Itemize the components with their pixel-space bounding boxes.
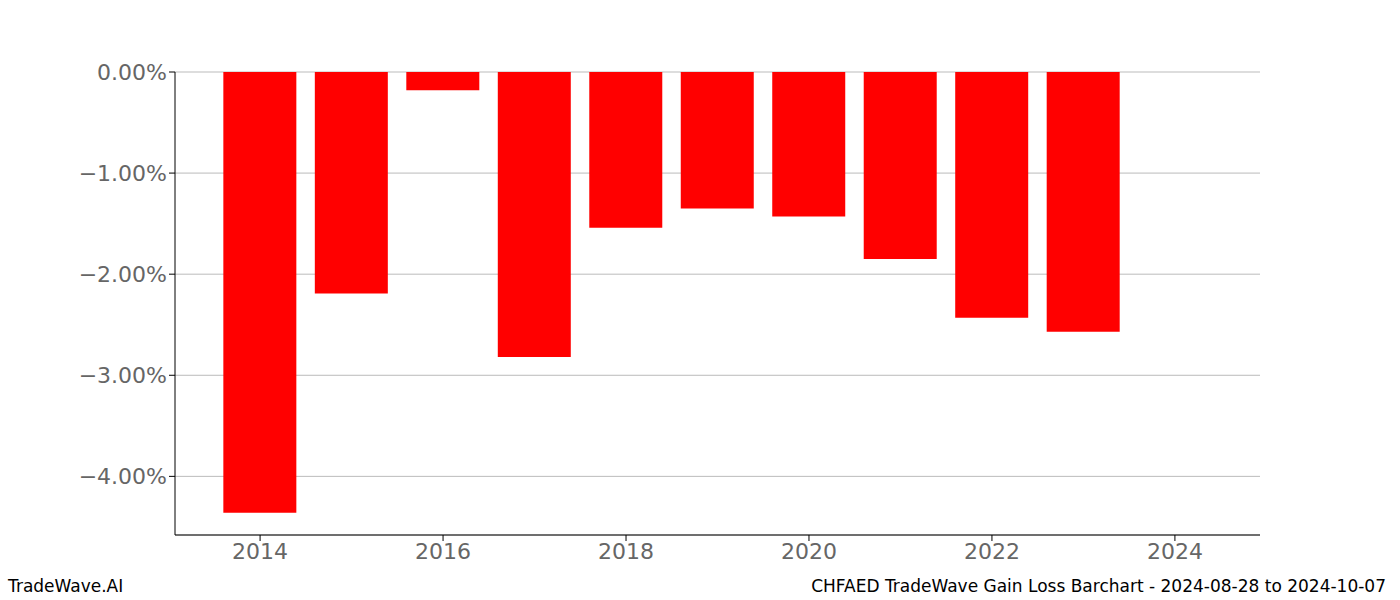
svg-text:2020: 2020	[781, 539, 837, 564]
html-text:TradeWave.AI: TradeWave.AI	[8, 576, 124, 596]
svg-text:2024: 2024	[1147, 539, 1203, 564]
svg-text:2018: 2018	[598, 539, 654, 564]
svg-text:−4.00%: −4.00%	[79, 464, 167, 489]
svg-text:−3.00%: −3.00%	[79, 363, 167, 388]
svg-text:2016: 2016	[415, 539, 471, 564]
svg-text:2014: 2014	[232, 539, 288, 564]
html-text:CHFAED TradeWave Gain Loss Bar: CHFAED TradeWave Gain Loss Barchart - 20…	[811, 576, 1386, 596]
svg-text:2022: 2022	[964, 539, 1020, 564]
svg-text:−2.00%: −2.00%	[79, 262, 167, 287]
svg-text:0.00%: 0.00%	[97, 60, 167, 85]
svg-text:−1.00%: −1.00%	[79, 161, 167, 186]
